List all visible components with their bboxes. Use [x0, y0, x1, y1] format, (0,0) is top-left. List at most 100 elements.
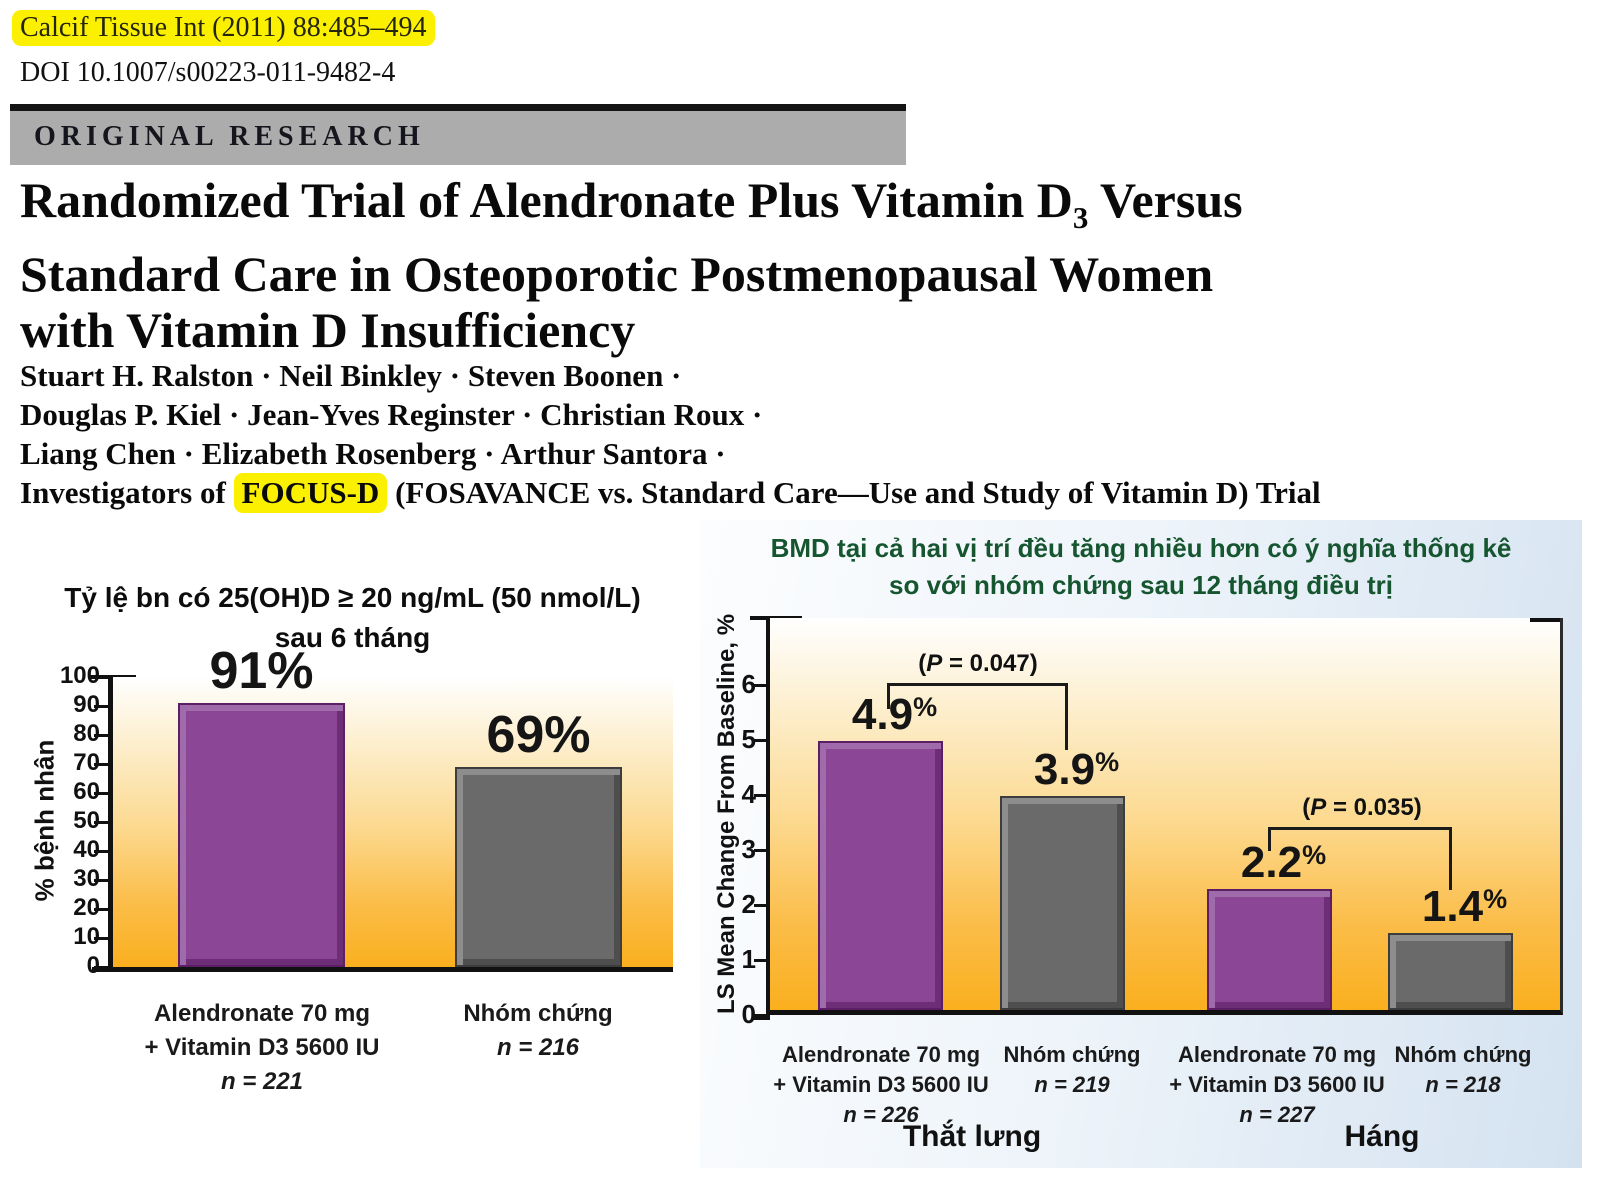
- right-category-line: Nhóm chứng: [1003, 1042, 1141, 1067]
- right-bar-2: [1000, 795, 1125, 1010]
- left-bar-2: [455, 766, 622, 967]
- right-y-tick-label: 3: [741, 834, 756, 864]
- percent-superscript: %: [1302, 840, 1327, 870]
- right-bar-value-3: 2.2%: [1199, 838, 1369, 893]
- right-category-n: n = 218: [1425, 1072, 1501, 1097]
- left-category-label-1: Alendronate 70 mg + Vitamin D3 5600 IU n =…: [132, 997, 392, 1099]
- right-bar-value-number: 1.4: [1421, 882, 1484, 931]
- right-category-line: + Vitamin D3 5600 IU: [773, 1072, 989, 1097]
- right-y-tick-label: 4: [741, 779, 756, 809]
- right-y-tick-mark: [754, 849, 766, 852]
- title-line3: with Vitamin D Insufficiency: [20, 302, 636, 358]
- right-chart-title: BMD tại cả hai vị trí đều tăng nhiều hơn…: [700, 530, 1582, 604]
- authors-block: Stuart H. Ralston · Neil Binkley · Steve…: [20, 356, 1595, 513]
- right-y-tick-label: 2: [741, 889, 756, 919]
- right-chart-title-line1: BMD tại cả hai vị trí đều tăng nhiều hơn…: [770, 533, 1512, 563]
- authors-line1: Stuart H. Ralston · Neil Binkley · Steve…: [20, 358, 682, 393]
- right-y-tick-mark: [754, 684, 766, 687]
- right-bar-value-4: 1.4%: [1380, 882, 1550, 937]
- right-chart-title-line2: so với nhóm chứng sau 12 tháng điều trị: [889, 570, 1393, 600]
- right-category-n: n = 227: [1239, 1102, 1315, 1127]
- right-category-label-1: Alendronate 70 mg + Vitamin D3 5600 IU n =…: [766, 1040, 996, 1130]
- left-y-tick-mark: [94, 937, 108, 940]
- left-category-n: n = 216: [496, 1034, 580, 1061]
- title-line1-pre: Randomized Trial of Alendronate Plus Vit…: [20, 172, 1073, 228]
- left-category-n: n = 221: [220, 1068, 304, 1095]
- left-y-tick-label: 10: [73, 923, 100, 950]
- authors-line3: Liang Chen · Elizabeth Rosenberg · Arthu…: [20, 436, 726, 471]
- right-y-tick-label: 6: [741, 669, 756, 699]
- left-bar-value-1: 91%: [209, 642, 314, 701]
- section-label: ORIGINAL RESEARCH: [34, 121, 425, 152]
- doi-line: DOI 10.1007/s00223-011-9482-4: [20, 57, 396, 88]
- focus-d-highlight: FOCUS-D: [233, 473, 388, 513]
- right-category-label-2: Nhóm chứng n = 219: [957, 1040, 1187, 1100]
- right-bar-3: [1207, 889, 1332, 1010]
- right-y-axis-line: [766, 616, 770, 1019]
- right-category-n: n = 219: [1034, 1072, 1110, 1097]
- left-axis-top-cap: [88, 675, 136, 679]
- right-y-tick-label: 5: [741, 724, 756, 754]
- right-category-line: Alendronate 70 mg: [781, 1042, 981, 1067]
- p-bracket-2-horizontal: [1268, 827, 1452, 830]
- authors-line4-post: (FOSAVANCE vs. Standard Care—Use and Stu…: [387, 475, 1321, 510]
- left-y-tick-mark: [94, 821, 108, 824]
- p-bracket-1-right-leg: [1065, 683, 1068, 750]
- left-y-tick-label: 60: [73, 778, 100, 805]
- left-y-tick-mark: [94, 763, 108, 766]
- left-y-tick-mark: [94, 850, 108, 853]
- right-y-tick-label: 1: [741, 944, 756, 974]
- percent-superscript: %: [1483, 884, 1508, 914]
- title-line2: Standard Care in Osteoporotic Postmenopa…: [20, 246, 1214, 302]
- left-y-tick-mark: [94, 705, 108, 708]
- p-bracket-1-left-leg: [887, 683, 890, 709]
- p-bracket-1-horizontal: [887, 683, 1068, 686]
- left-chart-title-line1: Tỷ lệ bn có 25(OH)D ≥ 20 ng/mL (50 nmol/…: [64, 582, 641, 613]
- right-plot-top-right-corner: [1530, 618, 1560, 622]
- left-y-tick-label: 50: [73, 807, 100, 834]
- p-value-label-1: (P = 0.047): [918, 650, 1038, 677]
- left-plot-area: [113, 677, 673, 967]
- left-chart-title-line2: sau 6 tháng: [274, 622, 431, 653]
- left-x-axis-line: [92, 967, 673, 972]
- group-label-hip: Háng: [1344, 1120, 1420, 1153]
- left-chart-title: Tỷ lệ bn có 25(OH)D ≥ 20 ng/mL (50 nmol/…: [20, 578, 685, 658]
- left-category-line: + Vitamin D3 5600 IU: [144, 1034, 380, 1061]
- left-bar-1: [178, 703, 345, 967]
- right-y-tick-mark: [754, 794, 766, 797]
- left-y-tick-label: 20: [73, 894, 100, 921]
- left-y-tick-mark: [94, 734, 108, 737]
- left-chart: Tỷ lệ bn có 25(OH)D ≥ 20 ng/mL (50 nmol/…: [20, 560, 685, 1120]
- group-label-lumbar: Thắt lưng: [902, 1120, 1042, 1153]
- percent-superscript: %: [913, 691, 938, 722]
- left-category-line: Alendronate 70 mg: [153, 1000, 371, 1027]
- title-subscript: 3: [1072, 200, 1089, 235]
- left-category-label-2: Nhóm chứng n = 216: [408, 997, 668, 1065]
- left-bar-value-2: 69%: [486, 705, 591, 764]
- section-bar: ORIGINAL RESEARCH: [10, 104, 906, 165]
- left-y-tick-mark: [94, 908, 108, 911]
- authors-line2: Douglas P. Kiel · Jean-Yves Reginster · …: [20, 397, 763, 432]
- right-category-line: Nhóm chứng: [1394, 1042, 1532, 1067]
- right-bar-value-number: 3.9: [1033, 744, 1096, 794]
- right-y-tick-mark: [754, 904, 766, 907]
- right-y-tick-mark: [754, 959, 766, 962]
- percent-superscript: %: [1095, 746, 1120, 777]
- left-y-tick-label: 0: [48, 952, 100, 980]
- authors-line4: Investigators of FOCUS-D (FOSAVANCE vs. …: [20, 473, 1595, 513]
- right-x-axis-extension: [752, 1015, 770, 1020]
- p-value-label-2: (P = 0.035): [1302, 794, 1422, 821]
- right-bar-value-1: 4.9%: [810, 690, 980, 745]
- right-category-line: Alendronate 70 mg: [1177, 1042, 1377, 1067]
- right-bar-value-number: 4.9: [851, 689, 914, 739]
- left-y-tick-mark: [94, 879, 108, 882]
- right-y-tick-mark: [754, 739, 766, 742]
- left-y-tick-mark: [94, 792, 108, 795]
- left-y-axis-line: [108, 677, 113, 972]
- right-y-axis-label: LS Mean Change From Baseline, %: [713, 613, 740, 1015]
- right-bar-4: [1388, 933, 1513, 1010]
- citation-highlight: Calcif Tissue Int (2011) 88:485–494: [12, 10, 435, 46]
- p-bracket-2-right-leg: [1449, 827, 1452, 890]
- title-line1-post: Versus: [1088, 172, 1243, 228]
